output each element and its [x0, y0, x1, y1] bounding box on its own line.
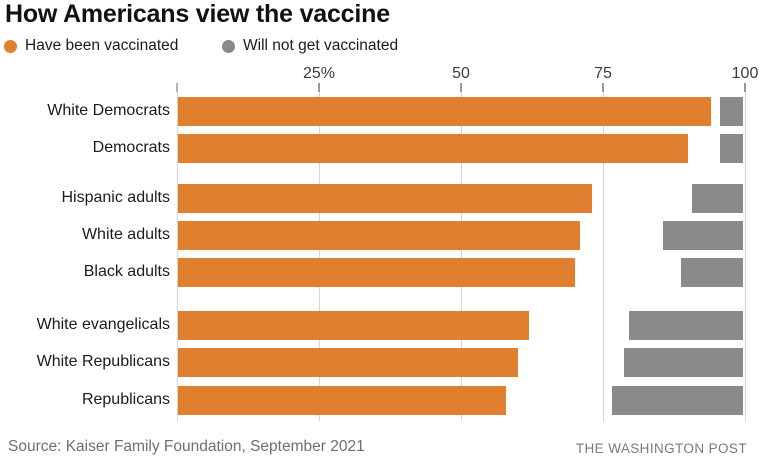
category-label: White Republicans	[36, 352, 170, 370]
legend: Have been vaccinated Will not get vaccin…	[0, 36, 767, 56]
axis-tick-25	[318, 83, 320, 92]
legend-label: Will not get vaccinated	[243, 37, 399, 54]
bar-will-not	[691, 184, 743, 213]
category-label: White evangelicals	[36, 315, 170, 333]
bar-vaccinated	[178, 386, 507, 415]
bar-will-not	[680, 258, 743, 287]
bar-will-not	[663, 221, 743, 250]
bar-vaccinated	[178, 134, 689, 163]
chart-title: How Americans view the vaccine	[5, 0, 390, 28]
bar-will-not	[720, 97, 743, 126]
category-label: Black adults	[83, 262, 170, 280]
axis-tick-label: 75	[594, 65, 612, 82]
category-label: Hispanic adults	[61, 188, 171, 206]
bar-vaccinated	[178, 184, 592, 213]
axis-tick-label: 100	[731, 65, 759, 82]
bar-will-not	[629, 311, 743, 340]
bar-will-not	[720, 134, 743, 163]
bar-vaccinated	[178, 311, 530, 340]
axis-tick-0	[176, 83, 178, 92]
gridline-25	[319, 92, 320, 421]
legend-label: Have been vaccinated	[25, 37, 179, 54]
category-label: Republicans	[81, 390, 170, 408]
axis-tick-50	[460, 83, 462, 92]
bar-vaccinated	[178, 97, 711, 126]
legend-item-vaccinated: Have been vaccinated	[4, 36, 178, 56]
category-label: Democrats	[92, 138, 170, 156]
bar-will-not	[612, 386, 743, 415]
legend-swatch-orange-icon	[4, 39, 17, 53]
axis-tick-label: 25%	[302, 65, 336, 82]
bar-will-not	[623, 348, 743, 377]
bar-vaccinated	[178, 258, 575, 287]
source-note: Source: Kaiser Family Foundation, Septem…	[8, 438, 365, 455]
bar-vaccinated	[178, 348, 518, 377]
gridline-50	[461, 92, 462, 421]
axis-tick-label: 50	[452, 65, 470, 82]
gridline-75	[603, 92, 604, 421]
gridline-100	[745, 92, 746, 421]
category-label: White adults	[81, 225, 170, 243]
gridline-0	[177, 92, 178, 421]
axis-tick-100	[744, 83, 746, 92]
legend-swatch-gray-icon	[222, 39, 235, 53]
bar-vaccinated	[178, 221, 581, 250]
legend-item-will-not: Will not get vaccinated	[222, 36, 398, 56]
category-label: White Democrats	[47, 101, 170, 119]
publisher-wordmark: THE WASHINGTON POST	[575, 441, 747, 456]
axis-tick-75	[602, 83, 604, 92]
